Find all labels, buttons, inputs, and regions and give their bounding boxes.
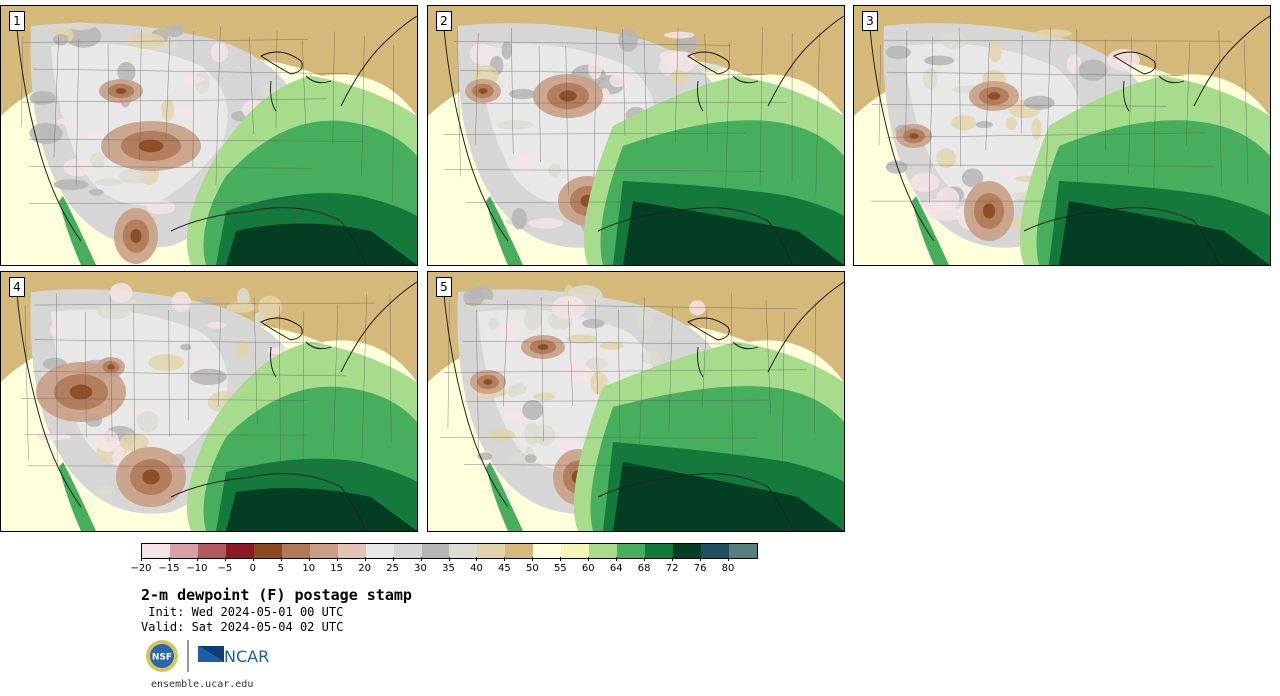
colorbar-tick-label: 10 xyxy=(302,563,316,574)
colorbar-tick-label: 60 xyxy=(581,563,595,574)
colorbar-swatch xyxy=(505,544,534,558)
colorbar-swatch xyxy=(645,544,674,558)
map-panel-5: 5 xyxy=(427,271,845,532)
colorbar-tick xyxy=(336,557,338,561)
colorbar-tick-label: 40 xyxy=(470,563,483,574)
dewpoint-map xyxy=(1,6,417,265)
colorbar-swatch xyxy=(253,544,282,558)
colorbar-tick xyxy=(700,557,702,561)
colorbar-tick xyxy=(672,557,674,561)
panel-label: 1 xyxy=(9,11,25,31)
colorbar-tick-label: 64 xyxy=(609,563,623,574)
colorbar-swatch xyxy=(365,544,394,558)
colorbar-swatch xyxy=(617,544,646,558)
colorbar-swatch xyxy=(533,544,562,558)
colorbar-tick-label: 68 xyxy=(637,563,651,574)
colorbar-tick xyxy=(168,557,170,561)
colorbar-tick xyxy=(141,557,142,561)
colorbar-swatch xyxy=(309,544,338,558)
colorbar-tick xyxy=(588,557,590,561)
colorbar-swatch xyxy=(225,544,254,558)
colorbar-swatch xyxy=(281,544,310,558)
colorbar-swatch xyxy=(169,544,198,558)
panel-label: 2 xyxy=(436,11,452,31)
colorbar-swatch xyxy=(477,544,506,558)
colorbar-tick xyxy=(280,557,282,561)
colorbar-tick xyxy=(308,557,310,561)
colorbar-tick xyxy=(644,557,646,561)
site-url: ensemble.ucar.edu xyxy=(151,679,254,690)
colorbar-tick-label: 76 xyxy=(693,563,707,574)
colorbar-tick-label: −15 xyxy=(158,563,180,574)
nsf-logo-icon: NSF xyxy=(146,640,178,672)
colorbar-swatch xyxy=(197,544,226,558)
valid-time: Valid: Sat 2024-05-04 02 UTC xyxy=(141,620,344,634)
page-title: 2-m dewpoint (F) postage stamp xyxy=(141,586,412,604)
colorbar-tick-label: 5 xyxy=(277,563,284,574)
colorbar-ticks: −20 −15 −10 −5 0 5 10 15 20 25 30 35 40 45 50 55 60 64 68 7… xyxy=(130,557,756,577)
colorbar-tick-label: 30 xyxy=(414,563,427,574)
panel-label: 5 xyxy=(436,277,452,297)
colorbar-swatch xyxy=(393,544,422,558)
colorbar-tick xyxy=(504,557,506,561)
colorbar-tick-label: 25 xyxy=(386,563,399,574)
colorbar-tick-label: 50 xyxy=(525,563,539,574)
colorbar-tick xyxy=(392,557,394,561)
dewpoint-map xyxy=(428,272,844,531)
colorbar-tick-label: −5 xyxy=(217,563,233,574)
colorbar-swatch xyxy=(142,544,170,558)
colorbar-swatch xyxy=(589,544,618,558)
map-panel-3: 3 xyxy=(853,5,1271,266)
logos: NSF NCAR xyxy=(146,640,269,672)
colorbar-swatch xyxy=(701,544,730,558)
colorbar-swatch xyxy=(449,544,478,558)
colorbar-tick-label: −10 xyxy=(186,563,208,574)
colorbar-tick xyxy=(476,557,478,561)
colorbar-tick xyxy=(728,557,730,561)
colorbar-tick xyxy=(252,557,254,561)
map-panel-4: 4 xyxy=(0,271,418,532)
colorbar-tick-label: −20 xyxy=(130,563,152,574)
svg-text:NSF: NSF xyxy=(152,653,172,663)
colorbar-tick xyxy=(560,557,562,561)
colorbar-tick xyxy=(196,557,198,561)
colorbar-tick-label: 20 xyxy=(358,563,371,574)
colorbar-swatch xyxy=(729,544,757,558)
colorbar-tick xyxy=(448,557,450,561)
panel-label: 3 xyxy=(862,11,878,31)
colorbar-tick xyxy=(420,557,422,561)
svg-text:NCAR: NCAR xyxy=(224,647,269,666)
colorbar-swatch xyxy=(337,544,366,558)
dewpoint-map xyxy=(428,6,844,265)
colorbar-tick xyxy=(224,557,226,561)
colorbar-tick xyxy=(616,557,618,561)
colorbar-tick-label: 72 xyxy=(665,563,679,574)
init-time: Init: Wed 2024-05-01 00 UTC xyxy=(141,605,344,619)
panel-label: 4 xyxy=(9,277,25,297)
colorbar-swatch xyxy=(673,544,702,558)
colorbar-tick xyxy=(532,557,534,561)
map-panel-1: 1 xyxy=(0,5,418,266)
colorbar-tick-label: 55 xyxy=(553,563,567,574)
colorbar-tick-label: 0 xyxy=(249,563,256,574)
dewpoint-map xyxy=(854,6,1270,265)
map-panel-2: 2 xyxy=(427,5,845,266)
dewpoint-map xyxy=(1,272,417,531)
colorbar-tick-label: 45 xyxy=(498,563,511,574)
colorbar-tick-label: 35 xyxy=(442,563,455,574)
ncar-logo-icon: NCAR xyxy=(198,646,269,666)
colorbar-tick-label: 80 xyxy=(721,563,735,574)
colorbar-tick xyxy=(364,557,366,561)
colorbar-tick-label: 15 xyxy=(330,563,344,574)
colorbar-swatch xyxy=(421,544,450,558)
colorbar-swatch xyxy=(561,544,590,558)
